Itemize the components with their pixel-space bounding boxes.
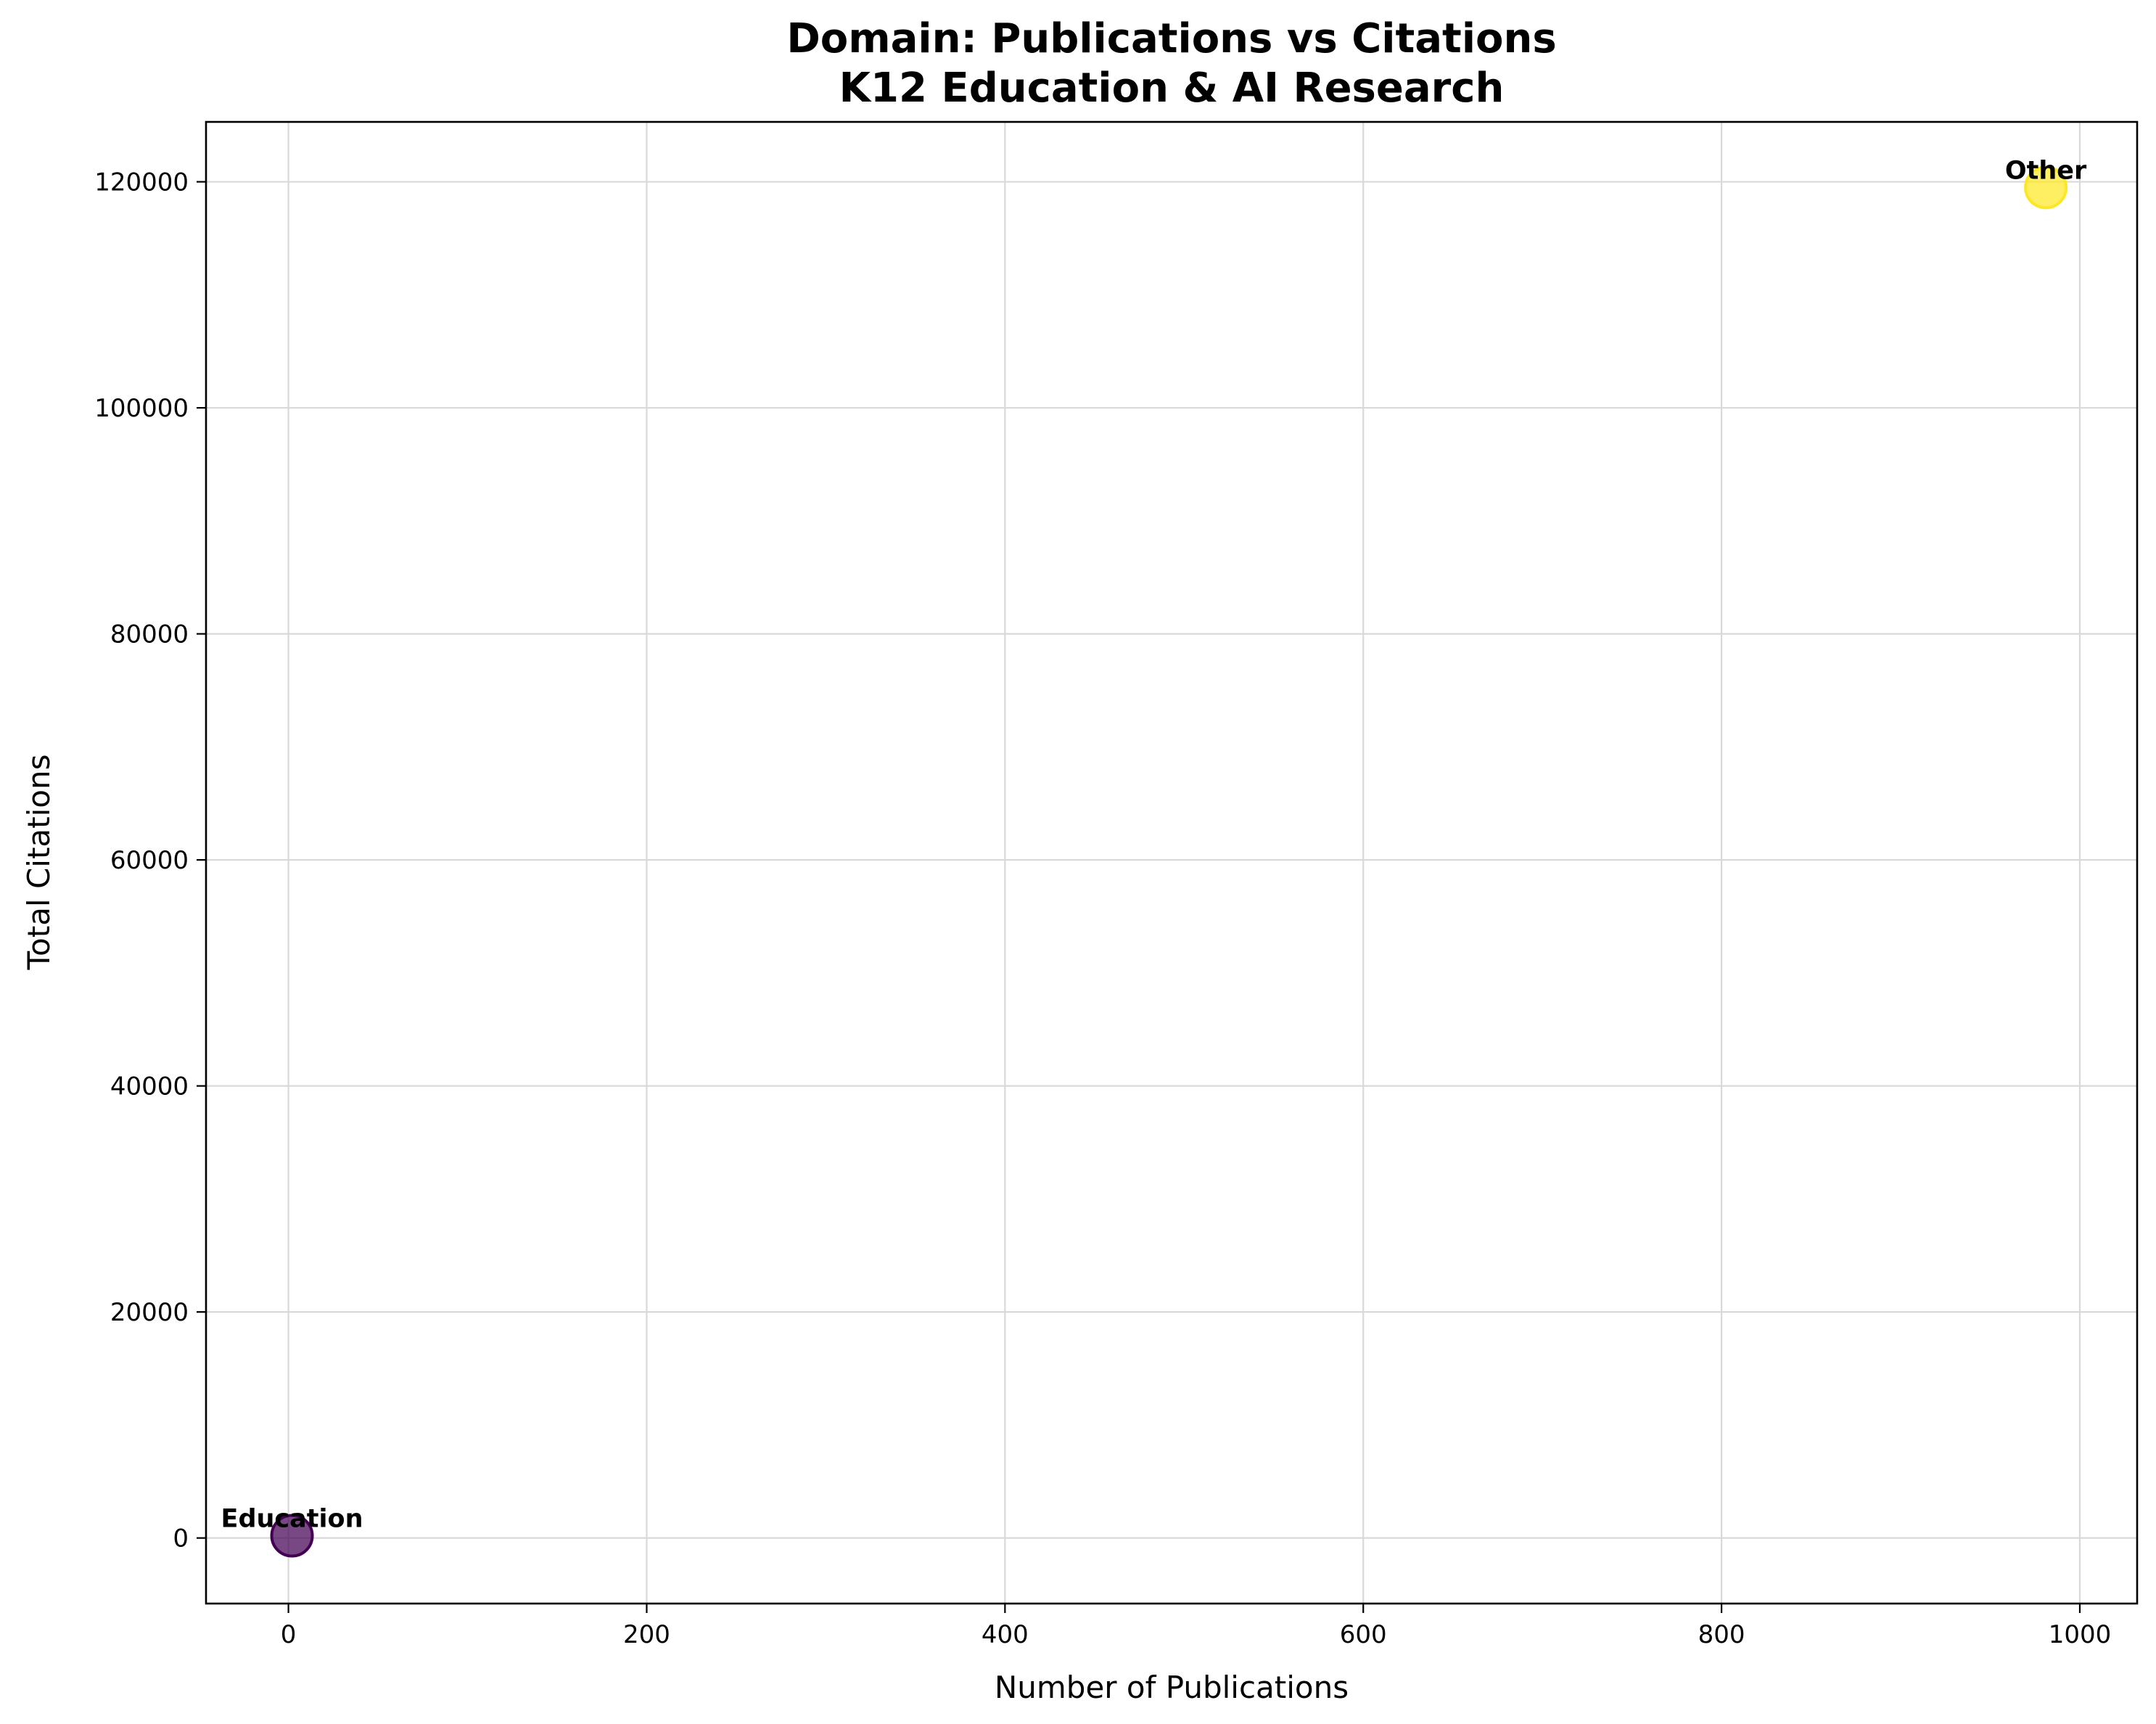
data-point-other [2024, 165, 2068, 210]
y-tick-label: 0 [173, 1524, 189, 1553]
chart-subtitle: K12 Education & AI Research [839, 65, 1505, 112]
x-tick-label: 400 [982, 1620, 1029, 1649]
x-tick-label: 600 [1340, 1620, 1387, 1649]
grid [206, 122, 2137, 1604]
data-point-education [270, 1514, 314, 1558]
x-tick-label: 800 [1698, 1620, 1745, 1649]
plot-frame [205, 120, 2139, 1605]
y-tick-label: 20000 [110, 1298, 189, 1327]
point-labels: Education Other [221, 156, 2087, 1533]
y-tick-label: 120000 [94, 168, 189, 197]
y-tick-label: 80000 [110, 620, 189, 649]
axis-ticks: 0 200 400 600 800 1000 0 20000 40000 60000 80000 10… [94, 168, 2111, 1649]
y-tick-label: 60000 [110, 846, 189, 875]
x-tick-label: 200 [623, 1620, 670, 1649]
data-points [270, 165, 2068, 1558]
y-axis-label: Total Citations [21, 755, 57, 971]
y-tick-label: 40000 [110, 1072, 189, 1101]
x-tick-label: 0 [281, 1620, 297, 1649]
point-label-other: Other [2005, 156, 2087, 185]
point-label-education: Education [221, 1505, 363, 1534]
y-tick-label: 100000 [94, 394, 189, 423]
chart-title: Domain: Publications vs Citations [786, 15, 1556, 62]
x-axis-label: Number of Publications [995, 1670, 1349, 1705]
x-tick-label: 1000 [2049, 1620, 2112, 1649]
